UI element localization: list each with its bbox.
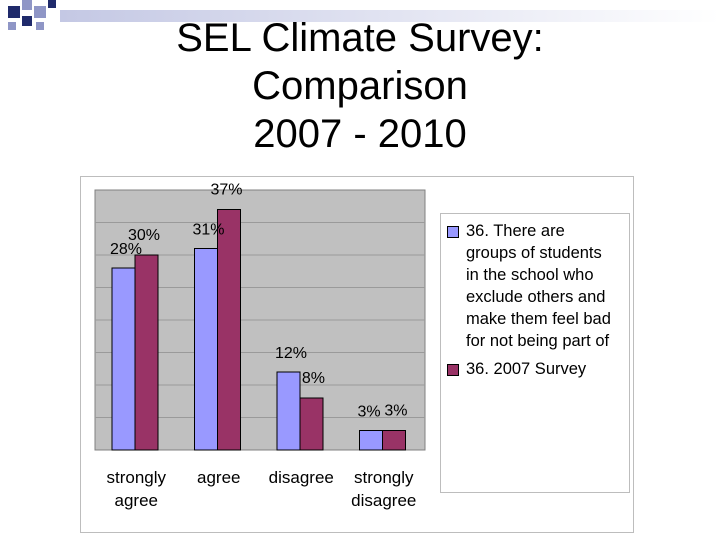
title-line-2: Comparison (252, 64, 468, 108)
deco-square (36, 22, 44, 30)
deco-square (34, 6, 46, 18)
value-label-2007: 37% (210, 182, 242, 199)
value-label-2010: 12% (275, 345, 307, 362)
title-line-3: 2007 - 2010 (253, 112, 467, 156)
legend-text-line: groups of students (466, 244, 602, 262)
chart-legend: 36. There are groups of students in the … (440, 213, 630, 493)
category-label: agree (197, 468, 240, 487)
value-label-2010: 31% (193, 222, 225, 239)
title-line-1: SEL Climate Survey: (176, 16, 544, 60)
deco-square (22, 0, 32, 10)
value-label-2007: 8% (302, 370, 325, 387)
deco-bar (60, 10, 720, 22)
legend-item-2010: 36. There are groups of students in the … (447, 220, 631, 352)
bar-2007 (382, 430, 406, 451)
category-label: disagree (351, 491, 416, 510)
deco-square (8, 22, 16, 30)
category-label: agree (115, 491, 158, 510)
bar-2010 (276, 371, 301, 451)
deco-square (48, 0, 56, 8)
bar-2010 (194, 248, 218, 451)
deco-square (8, 6, 20, 18)
category-label: strongly (354, 468, 414, 487)
deco-square (22, 16, 32, 26)
legend-swatch-2007 (447, 364, 459, 376)
legend-swatch-2010 (447, 226, 459, 238)
corner-decoration (8, 0, 720, 30)
legend-text-line: in the school who (466, 266, 594, 284)
bar-2010 (111, 267, 136, 451)
legend-text-line: 36. 2007 Survey (466, 360, 587, 378)
legend-text-line: exclude others and (466, 288, 606, 306)
legend-text-line: make them feel bad (466, 310, 611, 328)
bar-2007 (299, 397, 324, 451)
value-label-2010: 3% (358, 404, 381, 421)
legend-text-line: 36. There are (466, 222, 565, 240)
bar-2007 (217, 209, 241, 451)
value-label-2007: 3% (384, 403, 407, 420)
category-label: strongly (106, 468, 166, 487)
legend-item-2007: 36. 2007 Survey (447, 358, 631, 380)
slide-title: SEL Climate Survey: Comparison 2007 - 20… (60, 14, 660, 158)
value-label-2007: 30% (128, 227, 160, 244)
legend-text-line: for not being part of (466, 332, 610, 350)
category-label: disagree (269, 468, 334, 487)
bar-2007 (134, 254, 159, 451)
bar-2010 (359, 430, 383, 451)
value-label-2010: 28% (110, 241, 142, 258)
